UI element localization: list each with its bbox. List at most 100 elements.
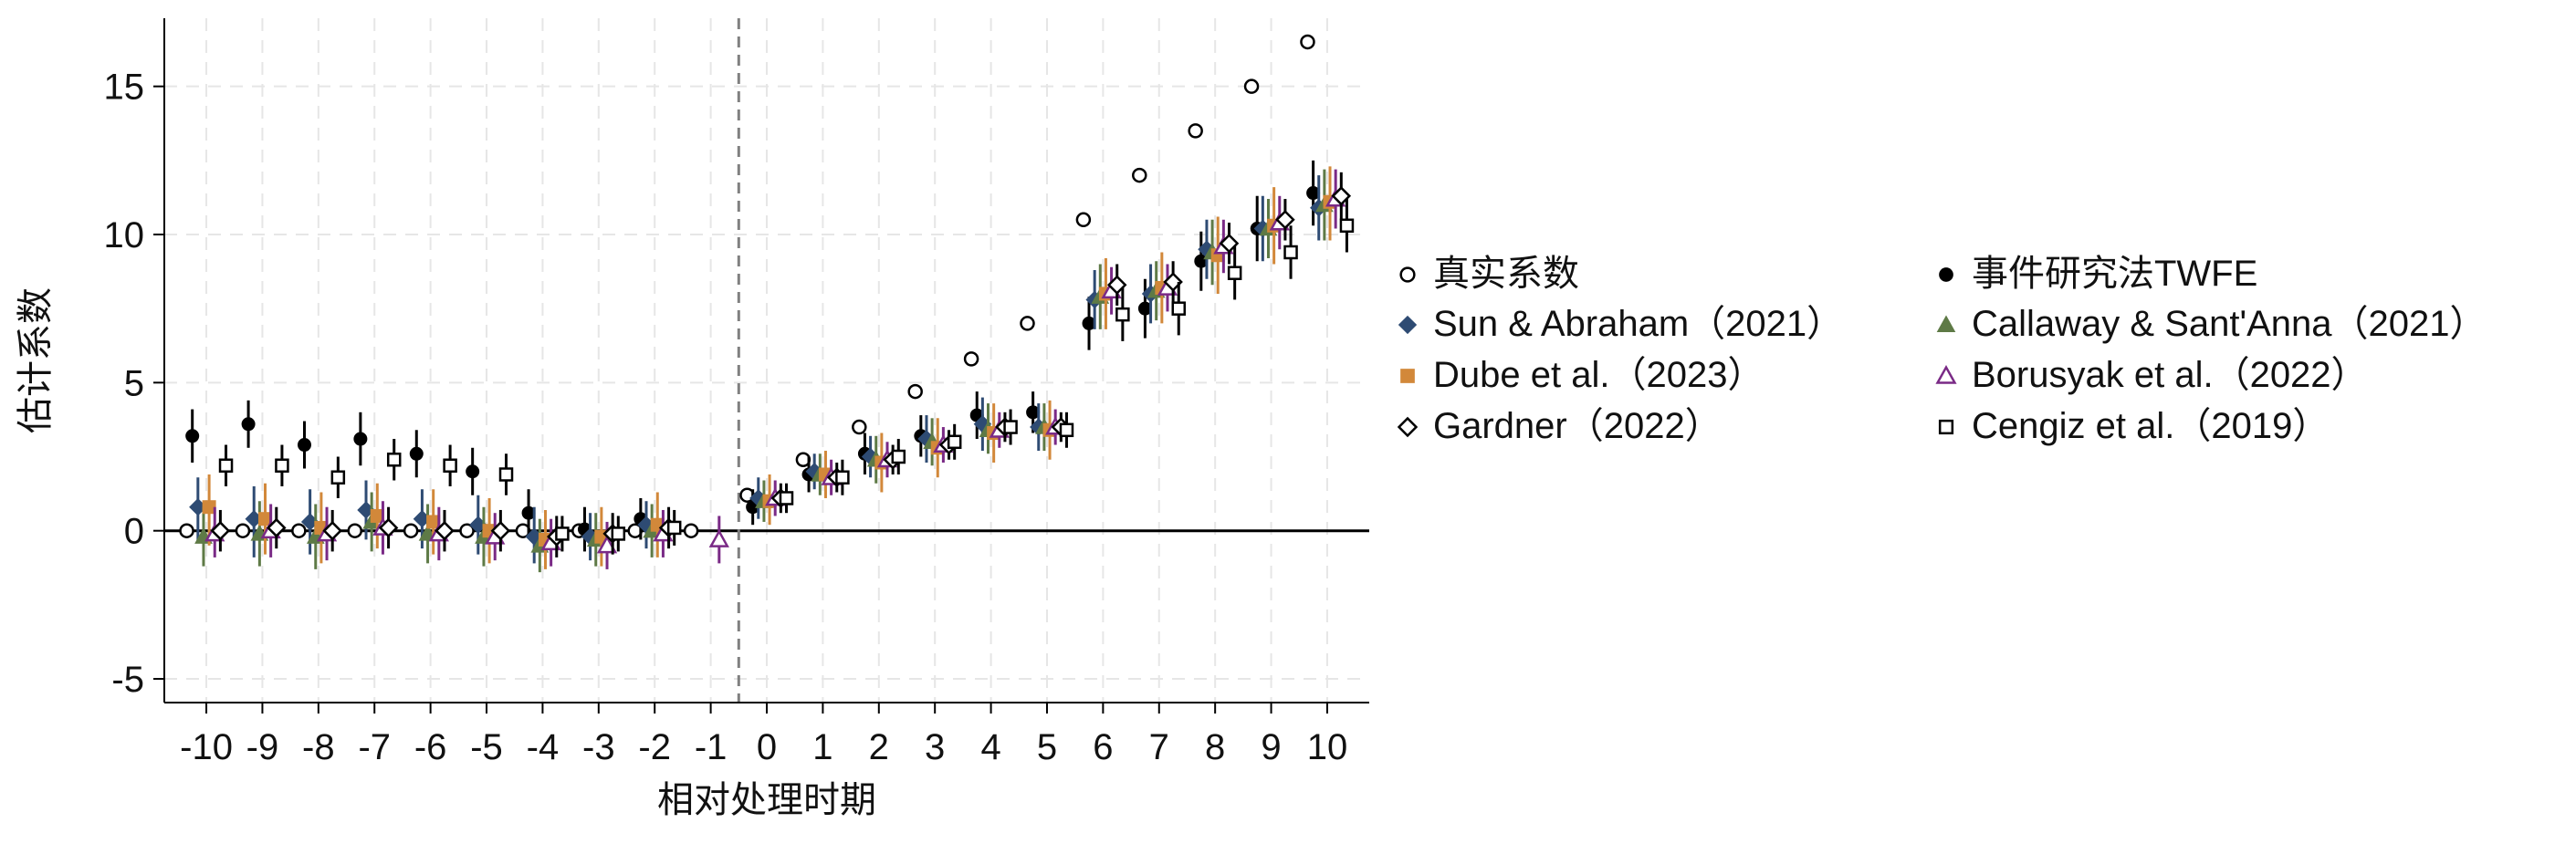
x-tick-label: 7	[1149, 727, 1169, 767]
legend-marker	[1399, 266, 1416, 283]
legend-label: Dube et al.（2023）	[1433, 355, 1764, 395]
data-point	[1075, 212, 1092, 228]
data-point	[210, 520, 231, 541]
data-point	[1331, 186, 1352, 206]
data-point	[907, 383, 923, 400]
y-tick-label: -5	[111, 660, 144, 700]
data-point	[330, 470, 346, 485]
legend-marker	[1935, 364, 1957, 384]
legend-item: Dube et al.（2023）	[1400, 355, 1764, 395]
x-tick-label: 3	[925, 727, 945, 767]
data-point	[498, 467, 514, 482]
data-point	[1188, 123, 1203, 139]
x-tick-label: 0	[757, 727, 777, 767]
x-axis-title: 相对处理时期	[657, 780, 876, 820]
legend-item: Cengiz et al.（2019）	[1938, 406, 2329, 446]
legend-marker	[1397, 416, 1419, 438]
data-point	[611, 526, 626, 541]
y-tick-label: 5	[124, 363, 144, 403]
data-point	[291, 523, 307, 538]
data-point	[555, 526, 570, 541]
data-point	[1339, 218, 1355, 234]
series-1	[185, 160, 1321, 552]
y-tick-label: 10	[104, 215, 145, 255]
legend-label: Borusyak et al.（2022）	[1972, 355, 2368, 395]
legend-marker	[1400, 369, 1415, 383]
y-axis-title: 估计系数	[16, 287, 56, 433]
data-point	[1132, 167, 1147, 183]
data-point	[353, 432, 368, 446]
data-point	[347, 523, 362, 538]
legend-item: Gardner（2022）	[1397, 406, 1722, 446]
data-point	[322, 520, 342, 541]
legend: 真实系数 事件研究法TWFE Sun & Abraham（2021） Callaway…	[1397, 254, 2487, 446]
x-tick-label: 5	[1037, 727, 1057, 767]
legend-marker	[1938, 419, 1954, 435]
legend-label: 真实系数	[1433, 254, 1579, 294]
data-point	[963, 351, 979, 367]
legend-label: Cengiz et al.（2019）	[1972, 406, 2329, 446]
data-point	[708, 528, 729, 547]
data-point	[596, 535, 618, 554]
x-tick-label: -2	[638, 727, 671, 767]
grid	[164, 18, 1369, 703]
data-point	[267, 517, 287, 538]
x-tick-label: -1	[695, 727, 728, 767]
x-tick-label: -5	[470, 727, 503, 767]
data-point	[466, 464, 480, 479]
data-point	[666, 520, 682, 536]
data-point	[779, 491, 794, 505]
x-tick-label: 9	[1261, 727, 1281, 767]
x-tick-label: 10	[1307, 727, 1348, 767]
data-point	[459, 523, 475, 538]
x-tick-label: -6	[414, 727, 447, 767]
x-tick-label: -7	[358, 727, 391, 767]
data-point	[1300, 34, 1315, 50]
x-tick-label: 2	[869, 727, 889, 767]
data-point	[835, 470, 850, 485]
x-tick-label: -3	[582, 727, 615, 767]
series-layer	[179, 34, 1355, 573]
data-point	[1106, 275, 1127, 295]
x-tick-label: -9	[246, 727, 279, 767]
data-point	[947, 434, 962, 450]
legend-item: Borusyak et al.（2022）	[1935, 355, 2368, 395]
data-point	[852, 419, 867, 435]
data-point	[1219, 233, 1240, 254]
series-7	[218, 199, 1355, 552]
data-point	[1003, 420, 1018, 434]
y-tick-label: 15	[104, 68, 145, 108]
data-point	[275, 458, 289, 474]
data-point	[403, 523, 419, 538]
data-point	[443, 458, 457, 474]
data-point	[1283, 245, 1298, 260]
data-point	[179, 523, 194, 538]
data-point	[185, 429, 200, 443]
data-point	[1243, 78, 1260, 94]
data-point	[241, 417, 256, 432]
data-point	[1115, 307, 1130, 322]
data-point	[218, 458, 234, 474]
data-point	[1020, 316, 1035, 331]
data-point	[1059, 422, 1074, 438]
data-point	[683, 523, 699, 538]
data-point	[297, 438, 311, 453]
y-tick-label: 0	[124, 512, 144, 552]
data-point	[435, 520, 455, 541]
legend-item: Sun & Abraham（2021）	[1398, 304, 1843, 344]
data-point	[490, 520, 511, 541]
data-point	[891, 449, 906, 464]
legend-label: 事件研究法TWFE	[1972, 254, 2257, 294]
legend-marker	[1936, 315, 1956, 333]
legend-item: 真实系数	[1399, 254, 1579, 294]
x-tick-label: 1	[812, 727, 832, 767]
legend-item: Callaway & Sant'Anna（2021）	[1936, 304, 2487, 344]
x-tick-label: 8	[1205, 727, 1225, 767]
legend-label: Callaway & Sant'Anna（2021）	[1972, 304, 2487, 344]
data-point	[235, 523, 251, 538]
legend-marker	[1939, 267, 1953, 282]
data-point	[378, 517, 399, 538]
legend-label: Sun & Abraham（2021）	[1433, 304, 1843, 344]
